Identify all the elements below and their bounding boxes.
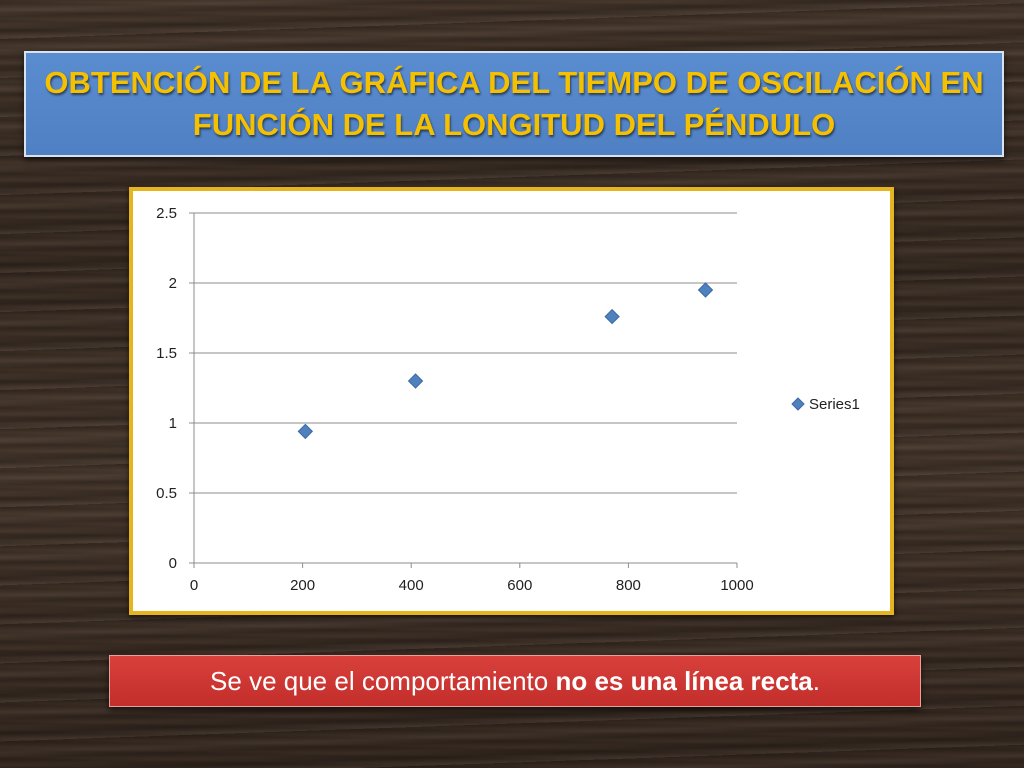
conclusion-banner: Se ve que el comportamiento no es una lí…	[109, 655, 921, 707]
note-text-prefix: Se ve que el comportamiento	[210, 665, 549, 696]
note-text-bold: no es una línea recta	[555, 665, 813, 696]
data-points	[297, 282, 714, 440]
slide-title: OBTENCIÓN DE LA GRÁFICA DEL TIEMPO DE OS…	[44, 65, 984, 142]
gridlines	[194, 212, 737, 494]
y-tick-label: 0	[169, 555, 177, 572]
legend-marker	[791, 397, 805, 411]
y-tick-label: 2.5	[156, 205, 177, 222]
legend: Series1	[791, 396, 860, 413]
y-tick-label: 1.5	[156, 345, 177, 362]
data-point	[297, 423, 314, 440]
data-point	[407, 373, 424, 389]
x-tick-label: 800	[616, 577, 641, 594]
x-tick-label: 0	[190, 577, 198, 594]
legend-label: Series1	[809, 396, 860, 413]
x-tick-label: 200	[290, 577, 315, 594]
x-tick-labels: 0 200 400 600 800 1000	[190, 577, 754, 594]
scatter-chart: 0 0.5 1 1.5 2 2.5 0 200 400 600 800 1000 Series1	[156, 205, 860, 594]
y-tick-labels: 0 0.5 1 1.5 2 2.5	[156, 205, 177, 572]
data-point	[604, 308, 620, 325]
chart-frame: 0 0.5 1 1.5 2 2.5 0 200 400 600 800 1000 Series1	[129, 187, 894, 615]
y-tick-label: 1	[169, 415, 177, 432]
y-tick-label: 0.5	[156, 485, 177, 502]
x-tick-label: 1000	[720, 577, 753, 594]
y-tick-label: 2	[169, 275, 177, 292]
data-point	[697, 282, 714, 298]
title-banner: OBTENCIÓN DE LA GRÁFICA DEL TIEMPO DE OS…	[24, 51, 1004, 157]
axes	[189, 212, 738, 568]
note-text-suffix: .	[812, 665, 820, 696]
x-tick-label: 400	[399, 577, 424, 594]
x-tick-label: 600	[507, 577, 532, 594]
